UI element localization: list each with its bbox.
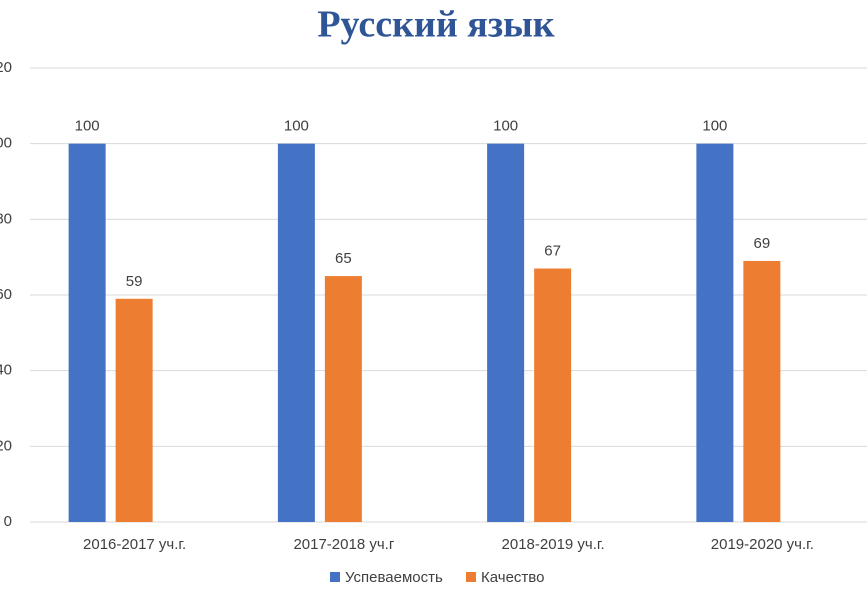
data-label: 67	[544, 242, 561, 259]
data-label: 59	[126, 273, 143, 290]
y-tick-label: 60	[0, 286, 12, 303]
data-label: 100	[284, 118, 309, 135]
legend-swatch	[330, 572, 340, 582]
y-tick-label: 0	[4, 513, 12, 530]
y-tick-label: 20	[0, 437, 12, 454]
data-label: 100	[75, 118, 100, 135]
legend-swatch	[466, 572, 476, 582]
data-label: 100	[493, 118, 518, 135]
bar	[534, 268, 572, 522]
bar	[743, 260, 781, 522]
bar	[696, 143, 734, 522]
bar	[324, 276, 362, 522]
y-tick-label: 100	[0, 135, 12, 152]
y-tick-label: 80	[0, 210, 12, 227]
x-tick-label: 2016-2017 уч.г.	[83, 536, 186, 553]
y-tick-label: 120	[0, 59, 12, 76]
legend-label: Успеваемость	[345, 569, 443, 586]
legend-label: Качество	[481, 569, 544, 586]
bar	[277, 143, 315, 522]
x-tick-label: 2018-2019 уч.г.	[502, 536, 605, 553]
x-tick-label: 2019-2020 уч.г.	[711, 536, 814, 553]
x-tick-label: 2017-2018 уч.г	[293, 536, 394, 553]
bar	[487, 143, 525, 522]
y-tick-label: 40	[0, 362, 12, 379]
bar	[115, 298, 153, 522]
data-label: 65	[335, 250, 352, 267]
chart-title: Русский язык	[317, 4, 554, 46]
bar	[68, 143, 106, 522]
data-label: 100	[702, 118, 727, 135]
data-label: 69	[754, 235, 771, 252]
